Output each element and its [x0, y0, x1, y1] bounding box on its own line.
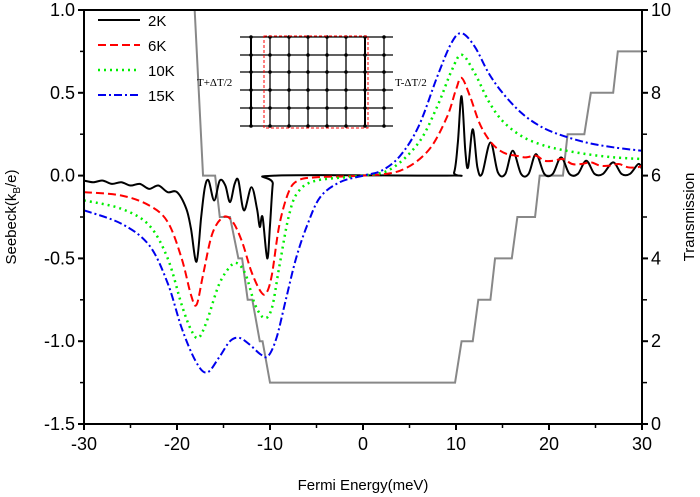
x-tick-label: 0: [358, 434, 368, 454]
lattice-site: [325, 88, 329, 92]
legend: 2K 6K 10K 15K: [98, 13, 175, 105]
lattice-site: [325, 124, 329, 128]
y2-axis-label: Transmission: [681, 173, 698, 262]
y2-tick-label: 8: [651, 83, 661, 103]
lattice-site: [268, 106, 272, 110]
lattice-site: [306, 35, 310, 39]
scattering-region-box: [263, 35, 369, 129]
y-axis-label-tail: /e): [3, 169, 20, 187]
x-tick-label: 30: [632, 434, 652, 454]
lattice-site: [287, 70, 291, 74]
lattice-inset: T+ΔT/2 T-ΔT/2: [197, 35, 427, 129]
lattice-site: [344, 106, 348, 110]
seebeck-line-15k: [84, 32, 642, 374]
lattice-site: [382, 124, 386, 128]
lattice-site: [249, 88, 253, 92]
lattice-site: [306, 124, 310, 128]
y-tick-label: 0.0: [50, 166, 75, 186]
y2-tick-label: 0: [651, 414, 661, 434]
lattice-site: [363, 70, 367, 74]
lattice-site: [306, 70, 310, 74]
y-tick-label: -0.5: [44, 248, 75, 268]
inset-right-label: T-ΔT/2: [395, 77, 427, 89]
y2-tick-label: 2: [651, 331, 661, 351]
y-axis-label: Seebeck(kB/e): [3, 169, 23, 264]
seebeck-line-6k: [84, 76, 642, 307]
y-axis-label-sub: B: [12, 187, 23, 194]
lattice-site: [268, 53, 272, 57]
legend-label-6k: 6K: [148, 38, 166, 55]
ticks-layer: -30 -20 -10 0 10 20 301.00.50.0-0.5-1.0-1.5108…: [44, 0, 671, 454]
x-tick-label: -20: [164, 434, 190, 454]
lattice-site: [363, 106, 367, 110]
x-axis-label: Fermi Energy(meV): [298, 477, 429, 494]
y-tick-label: -1.0: [44, 331, 75, 351]
lattice-site: [325, 106, 329, 110]
lattice-site: [344, 88, 348, 92]
seebeck-line-2k: [84, 95, 642, 263]
lattice-site: [344, 124, 348, 128]
lattice-site: [325, 53, 329, 57]
lattice-site: [287, 88, 291, 92]
lattice-site: [363, 53, 367, 57]
lattice-site: [249, 106, 253, 110]
lattice-site: [382, 88, 386, 92]
series-layer: [84, 10, 642, 384]
inset-left-label: T+ΔT/2: [197, 77, 232, 89]
lattice-site: [287, 53, 291, 57]
x-tick-label: -30: [71, 434, 97, 454]
lattice-site: [249, 70, 253, 74]
lattice-site: [382, 70, 386, 74]
lattice-site: [344, 53, 348, 57]
lattice-site: [249, 53, 253, 57]
legend-label-15k: 15K: [148, 88, 175, 105]
lattice-site: [344, 70, 348, 74]
lattice-site: [363, 88, 367, 92]
lattice-site: [363, 124, 367, 128]
legend-label-2k: 2K: [148, 13, 166, 30]
y-tick-label: -1.5: [44, 414, 75, 434]
x-tick-label: 10: [446, 434, 466, 454]
y2-tick-label: 10: [651, 0, 671, 20]
y-tick-label: 1.0: [50, 0, 75, 20]
lattice-site: [249, 35, 253, 39]
seebeck-line-10k: [84, 53, 642, 340]
x-tick-label: 20: [539, 434, 559, 454]
lattice-site: [306, 88, 310, 92]
lattice-site: [382, 106, 386, 110]
lattice-site: [249, 124, 253, 128]
y-tick-label: 0.5: [50, 83, 75, 103]
lattice-site: [268, 124, 272, 128]
transmission-line: [193, 10, 642, 384]
lattice-grid: [240, 35, 393, 128]
legend-label-10k: 10K: [148, 63, 175, 80]
lattice-site: [268, 88, 272, 92]
x-tick-label: -10: [257, 434, 283, 454]
lattice-site: [287, 124, 291, 128]
lattice-site: [306, 106, 310, 110]
y2-tick-label: 6: [651, 166, 661, 186]
y-axis-label-main: Seebeck(k: [3, 193, 20, 264]
lattice-site: [268, 70, 272, 74]
lattice-site: [382, 35, 386, 39]
lattice-site: [306, 53, 310, 57]
lattice-site: [325, 70, 329, 74]
lattice-site: [382, 53, 386, 57]
lattice-site: [287, 106, 291, 110]
y2-tick-label: 4: [651, 248, 661, 268]
